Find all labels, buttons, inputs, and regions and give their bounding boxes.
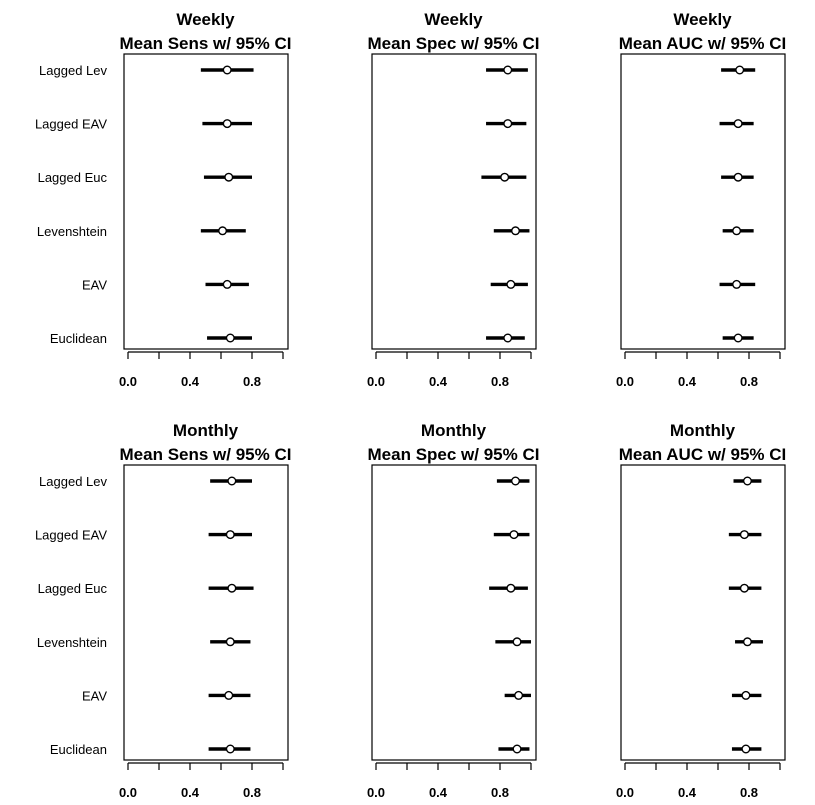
mean-point [224,172,234,182]
plot-frame [371,464,537,761]
mean-point [739,530,749,540]
panel-2: Weekly Mean Spec w/ 95% CI 0.0 0.4 0.8 [367,10,540,389]
panel-4: Monthly Mean Sens w/ 95% CI Lagged Lev Lagg… [35,421,292,800]
mean-point [735,65,745,75]
mean-point [733,119,743,129]
x-tick-label: 0.8 [243,785,261,800]
category-label: Lagged Euc [38,581,108,596]
mean-point [503,65,513,75]
mean-point [506,583,516,593]
x-tick-label: 0.8 [740,374,758,389]
plot-frame [620,464,786,761]
panel-title-line1: Monthly [173,421,239,440]
x-tick-label: 0.4 [181,374,200,389]
mean-point [512,744,522,754]
x-tick-label: 0.0 [616,374,634,389]
x-tick-label: 0.0 [367,374,385,389]
x-tick-label: 0.8 [740,785,758,800]
mean-point [506,279,516,289]
mean-point [227,583,237,593]
mean-point [511,226,521,236]
category-label: Levenshtein [37,635,107,650]
mean-point [742,476,752,486]
plot-frame [620,53,786,350]
category-label: EAV [82,688,107,703]
plot-frame [371,53,537,350]
mean-point [509,530,519,540]
mean-point [500,172,510,182]
mean-point [741,744,751,754]
category-label: Levenshtein [37,224,107,239]
panel-title-line1: Monthly [421,421,487,440]
mean-point [739,583,749,593]
panel-5: Monthly Mean Spec w/ 95% CI 0.0 0.4 0.8 [367,421,540,800]
x-tick-label: 0.0 [367,785,385,800]
mean-point [225,333,235,343]
plot-frame [123,464,289,761]
mean-point [741,690,751,700]
panel-title-line2: Mean AUC w/ 95% CI [619,34,787,53]
x-tick-label: 0.4 [181,785,200,800]
category-label: Lagged Lev [39,63,107,78]
mean-point [733,333,743,343]
mean-point [222,65,232,75]
category-label: Lagged EAV [35,528,107,543]
mean-point [225,744,235,754]
x-tick-label: 0.0 [119,374,137,389]
panel-title-line1: Weekly [424,10,483,29]
category-label: Euclidean [50,331,107,346]
x-tick-label: 0.4 [429,785,448,800]
mean-point [512,637,522,647]
x-tick-label: 0.8 [491,785,509,800]
mean-point [225,530,235,540]
category-label: Lagged EAV [35,117,107,132]
category-label: EAV [82,277,107,292]
x-tick-label: 0.8 [243,374,261,389]
panel-3: Weekly Mean AUC w/ 95% CI 0.0 0.4 0.8 [616,10,786,389]
x-tick-label: 0.0 [119,785,137,800]
panel-title-line1: Weekly [176,10,235,29]
mean-point [225,637,235,647]
panel-title-line1: Weekly [673,10,732,29]
mean-point [218,226,228,236]
panel-title-line2: Mean Sens w/ 95% CI [120,34,292,53]
panel-title-line2: Mean AUC w/ 95% CI [619,445,787,464]
category-label: Lagged Lev [39,474,107,489]
mean-point [227,476,237,486]
category-label: Euclidean [50,742,107,757]
mean-point [732,226,742,236]
x-tick-label: 0.4 [678,785,697,800]
x-tick-label: 0.0 [616,785,634,800]
panel-title-line1: Monthly [670,421,736,440]
panel-title-line2: Mean Spec w/ 95% CI [368,445,540,464]
mean-point [511,476,521,486]
x-tick-label: 0.8 [491,374,509,389]
mean-point [514,690,524,700]
mean-point [224,690,234,700]
panel-6: Monthly Mean AUC w/ 95% CI 0.0 0.4 0.8 [616,421,786,800]
mean-point [503,333,513,343]
mean-point [733,172,743,182]
mean-point [732,279,742,289]
mean-point [222,279,232,289]
plot-frame [123,53,289,350]
panel-title-line2: Mean Spec w/ 95% CI [368,34,540,53]
category-label: Lagged Euc [38,170,108,185]
mean-point [503,119,513,129]
x-tick-label: 0.4 [429,374,448,389]
mean-point [742,637,752,647]
mean-point [222,119,232,129]
panel-1: Weekly Mean Sens w/ 95% CI Lagged Lev Lagge… [35,10,292,389]
panel-title-line2: Mean Sens w/ 95% CI [120,445,292,464]
x-tick-label: 0.4 [678,374,697,389]
